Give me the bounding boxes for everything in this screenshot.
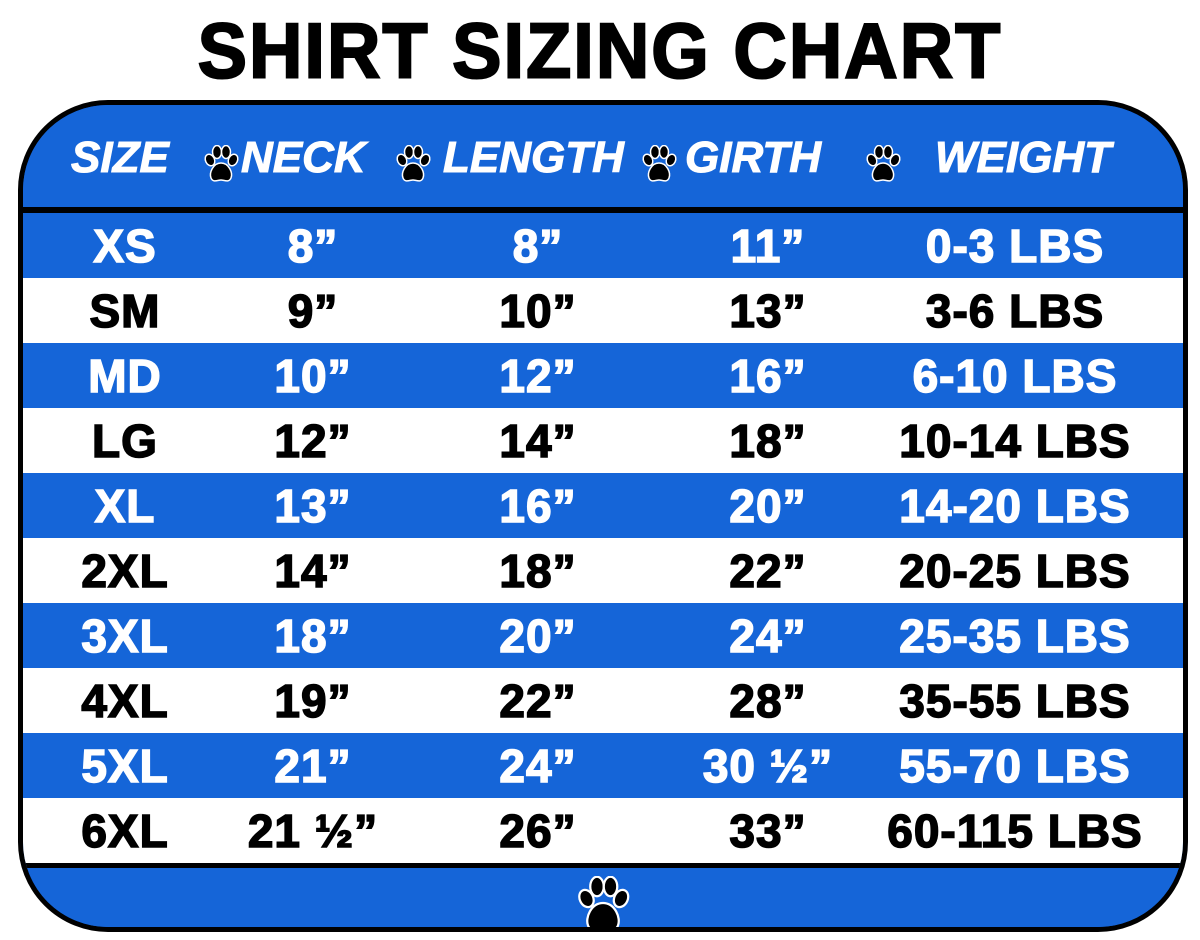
- cell-size: XS: [93, 219, 157, 273]
- cell-weight: 6-10 LBS: [912, 349, 1118, 403]
- cell-size: LG: [91, 414, 158, 468]
- table-row: 3XL 18” 20” 24” 25-35 LBS: [23, 603, 1183, 668]
- cell-neck: 19”: [274, 674, 352, 728]
- cell-length: 10”: [499, 284, 577, 338]
- table-body: XS 8” 8” 11” 0-3 LBS SM 9” 10” 13” 3-6 LBS MD 10” 12…: [23, 213, 1183, 863]
- cell-neck: 14”: [274, 544, 352, 598]
- cell-length: 22”: [499, 674, 577, 728]
- cell-length: 16”: [499, 479, 577, 533]
- header-neck: NECK: [241, 133, 367, 183]
- cell-size: SM: [89, 284, 161, 338]
- table-header: SIZE NECK LENGTH GIRTH WEIGHT: [23, 105, 1183, 213]
- paw-print-icon: [865, 144, 901, 185]
- cell-weight: 14-20 LBS: [899, 479, 1131, 533]
- cell-length: 12”: [499, 349, 577, 403]
- cell-girth: 33”: [729, 804, 807, 858]
- table-row: SM 9” 10” 13” 3-6 LBS: [23, 278, 1183, 343]
- cell-girth: 24”: [729, 609, 807, 663]
- cell-weight: 3-6 LBS: [925, 284, 1105, 338]
- cell-length: 14”: [499, 414, 577, 468]
- cell-length: 26”: [499, 804, 577, 858]
- header-size: SIZE: [71, 133, 170, 183]
- cell-neck: 12”: [274, 414, 352, 468]
- cell-girth: 22”: [729, 544, 807, 598]
- chart-title: SHIRT SIZING CHART: [197, 6, 1003, 95]
- cell-size: XL: [94, 479, 156, 533]
- cell-girth: 18”: [729, 414, 807, 468]
- cell-girth: 13”: [729, 284, 807, 338]
- cell-weight: 0-3 LBS: [925, 219, 1105, 273]
- cell-length: 18”: [499, 544, 577, 598]
- table-row: XS 8” 8” 11” 0-3 LBS: [23, 213, 1183, 278]
- cell-girth: 16”: [729, 349, 807, 403]
- cell-neck: 13”: [274, 479, 352, 533]
- table-row: 6XL 21 ½” 26” 33” 60-115 LBS: [23, 798, 1183, 863]
- cell-weight: 35-55 LBS: [899, 674, 1131, 728]
- cell-length: 8”: [512, 219, 564, 273]
- header-length: LENGTH: [443, 133, 625, 183]
- table-row: XL 13” 16” 20” 14-20 LBS: [23, 473, 1183, 538]
- cell-neck: 21”: [274, 739, 352, 793]
- cell-size: MD: [87, 349, 162, 403]
- sizing-table: SIZE NECK LENGTH GIRTH WEIGHT XS 8” 8” 11” 0…: [18, 100, 1188, 932]
- header-weight: WEIGHT: [935, 133, 1112, 183]
- cell-girth: 20”: [729, 479, 807, 533]
- paw-print-icon: [575, 875, 631, 927]
- cell-size: 5XL: [81, 739, 169, 793]
- cell-neck: 18”: [274, 609, 352, 663]
- cell-girth: 28”: [729, 674, 807, 728]
- cell-weight: 10-14 LBS: [899, 414, 1131, 468]
- cell-weight: 60-115 LBS: [887, 804, 1143, 858]
- cell-size: 3XL: [81, 609, 169, 663]
- cell-size: 6XL: [81, 804, 169, 858]
- cell-weight: 55-70 LBS: [899, 739, 1131, 793]
- cell-size: 4XL: [81, 674, 169, 728]
- table-row: LG 12” 14” 18” 10-14 LBS: [23, 408, 1183, 473]
- paw-print-icon: [641, 144, 677, 185]
- cell-length: 20”: [499, 609, 577, 663]
- cell-girth: 30 ½”: [702, 739, 834, 793]
- table-row: 2XL 14” 18” 22” 20-25 LBS: [23, 538, 1183, 603]
- table-row: 5XL 21” 24” 30 ½” 55-70 LBS: [23, 733, 1183, 798]
- table-row: MD 10” 12” 16” 6-10 LBS: [23, 343, 1183, 408]
- cell-neck: 21 ½”: [247, 804, 379, 858]
- cell-weight: 20-25 LBS: [899, 544, 1131, 598]
- cell-length: 24”: [499, 739, 577, 793]
- cell-neck: 8”: [287, 219, 339, 273]
- cell-weight: 25-35 LBS: [899, 609, 1131, 663]
- cell-size: 2XL: [81, 544, 169, 598]
- header-girth: GIRTH: [684, 133, 822, 183]
- table-row: 4XL 19” 22” 28” 35-55 LBS: [23, 668, 1183, 733]
- cell-neck: 10”: [274, 349, 352, 403]
- cell-girth: 11”: [730, 219, 806, 273]
- paw-print-icon: [203, 144, 239, 185]
- cell-neck: 9”: [287, 284, 339, 338]
- paw-print-icon: [395, 144, 431, 185]
- table-footer: [23, 863, 1183, 927]
